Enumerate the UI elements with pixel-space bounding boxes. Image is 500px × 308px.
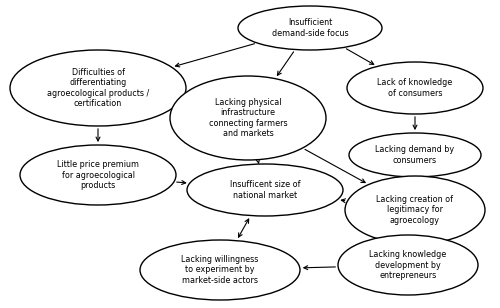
Ellipse shape xyxy=(238,6,382,50)
Ellipse shape xyxy=(10,50,186,126)
Text: Lacking demand by
consumers: Lacking demand by consumers xyxy=(376,145,454,165)
Text: Lacking creation of
legitimacy for
agroecology: Lacking creation of legitimacy for agroe… xyxy=(376,195,454,225)
Ellipse shape xyxy=(170,76,326,160)
Ellipse shape xyxy=(347,62,483,114)
Ellipse shape xyxy=(345,176,485,244)
Text: Insufficient
demand-side focus: Insufficient demand-side focus xyxy=(272,18,348,38)
Text: Lack of knowledge
of consumers: Lack of knowledge of consumers xyxy=(378,78,452,98)
Ellipse shape xyxy=(140,240,300,300)
Ellipse shape xyxy=(338,235,478,295)
Text: Lacking physical
infrastructure
connecting farmers
and markets: Lacking physical infrastructure connecti… xyxy=(208,98,288,138)
Ellipse shape xyxy=(187,164,343,216)
Text: Insufficent size of
national market: Insufficent size of national market xyxy=(230,180,300,200)
Text: Lacking knowledge
development by
entrepreneurs: Lacking knowledge development by entrepr… xyxy=(370,250,446,280)
Text: Difficulties of
differentiating
agroecological products /
certification: Difficulties of differentiating agroecol… xyxy=(47,68,149,108)
Text: Lacking willingness
to experiment by
market-side actors: Lacking willingness to experiment by mar… xyxy=(182,255,258,285)
Text: Little price premium
for agroecological
products: Little price premium for agroecological … xyxy=(57,160,139,190)
Ellipse shape xyxy=(20,145,176,205)
Ellipse shape xyxy=(349,133,481,177)
